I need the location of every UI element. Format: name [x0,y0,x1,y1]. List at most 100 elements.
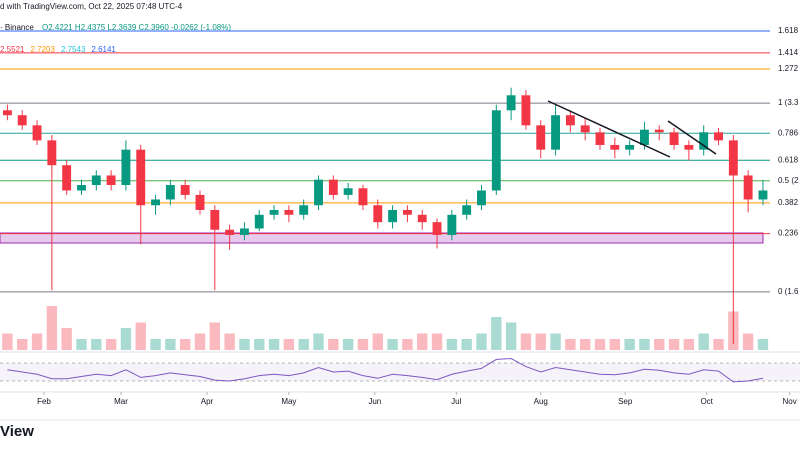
candle-body [328,179,338,195]
volume-bar [461,339,472,350]
fib-label: 1.272 [778,64,799,73]
volume-bar [105,339,117,350]
logo-text: View [0,423,34,440]
volume-bar [417,333,428,350]
volume-bar [698,333,709,350]
x-tick-label: Mar [114,397,128,406]
volume-bar [372,333,383,350]
symbol-line: · Binance [0,23,34,32]
candle-body [91,175,101,186]
volume-bar [120,328,132,350]
ma-value: 2.7543 [61,45,86,54]
fib-label: 0 (1.6 [778,287,799,296]
candle-body [284,209,294,215]
volume-bar [17,339,28,350]
volume-bar [402,339,413,350]
volume-bar [283,339,295,350]
volume-bar [580,339,591,350]
volume-bar [683,339,695,350]
volume-bar [328,339,339,350]
header: d with TradingView.com, Oct 22, 2025 07:… [0,2,183,11]
candle-body [743,175,753,200]
volume-bar [313,333,324,350]
volume-bar [298,339,309,350]
candle-body [506,95,516,111]
x-tick-label: Oct [700,397,713,406]
candle-body [699,132,709,150]
candle-body [47,140,57,166]
candle-body [521,95,531,126]
volume-bar [239,339,250,350]
candle-body [551,115,560,150]
volume-bar [135,322,146,350]
trend-line [667,120,717,155]
x-tick-label: Jul [451,397,461,406]
candle-body [195,194,205,210]
volume-bar [268,339,280,350]
volume-bar [757,339,769,350]
volume-bar [209,322,220,350]
candle-body [580,125,590,133]
ma-value: 2.6141 [91,45,116,54]
candle-body [165,185,175,200]
volume-bar [165,339,176,350]
x-tick-label: May [281,397,296,406]
ma-value: 2.5521 [0,45,25,54]
volume-bar [713,339,724,350]
fib-label: 1.414 [778,48,799,57]
fib-label: 1.618 [778,26,799,35]
volume-bar [594,339,606,350]
candle-body [269,209,279,215]
volume-bar [535,333,546,350]
volume-bar [224,333,235,350]
x-tick-label: Jun [368,397,381,406]
candle-body [225,229,235,235]
fib-label: 0.236 [778,229,799,238]
volume-bar [505,322,517,350]
candle-body [136,149,146,206]
volume-bar [446,339,458,350]
x-tick-label: Sep [618,397,633,406]
volume-bar [194,333,206,350]
volume-bar [624,339,635,350]
volume-bar [550,333,561,350]
candle-body [388,209,398,223]
volume-bar [654,339,665,350]
volume-bar [520,333,532,350]
volume-bar [2,333,13,350]
x-tick-label: Aug [534,397,548,406]
fib-label: 0.5 (2 [778,176,799,185]
candle-body [758,190,768,200]
candle-body [669,132,679,145]
ohlc-line: O2.4221 H2.4375 L2.3639 C2.3960 -0.0262 … [42,23,231,32]
volume-bar [46,306,58,350]
candle-body [477,190,486,206]
rsi-line [7,357,764,383]
candle-body [32,125,42,141]
volume-bar [431,333,443,350]
candle-body [17,115,27,126]
volume-bar [91,339,102,350]
support-zone [0,232,764,244]
volume-bar [254,339,265,350]
candle-body [106,175,116,186]
candle-body [684,144,694,150]
candle-body [151,199,160,206]
candle-body [654,129,664,133]
volume-bar [61,328,72,350]
volume-bar [31,333,43,350]
candle-body [536,125,546,150]
fib-label: 0.786 [778,128,799,137]
fib-label: 1 (3.3 [778,98,799,107]
volume-bar [180,339,191,350]
candle-body [77,185,86,191]
volume-bar [342,339,354,350]
volume-bar [76,339,87,350]
candle-body [210,209,220,230]
ma-value: 2.7203 [30,45,55,54]
candle-body [610,144,620,150]
candle-body [314,179,323,206]
candle-body [728,140,738,176]
volume-bar [150,339,161,350]
